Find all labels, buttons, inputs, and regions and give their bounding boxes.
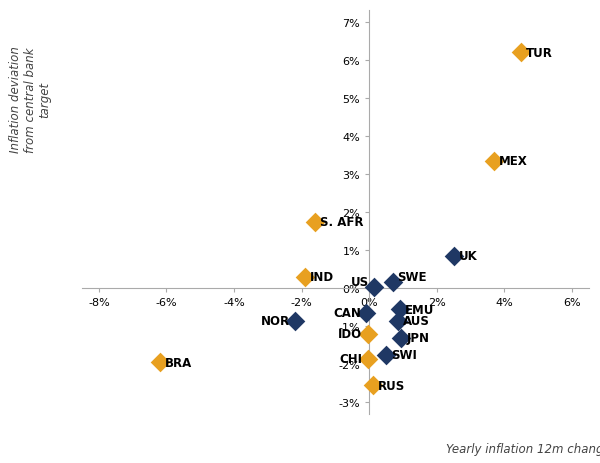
Text: MEX: MEX (499, 155, 528, 168)
Point (363, 331, 373, 338)
Point (393, 317, 403, 325)
Text: CAN: CAN (333, 307, 361, 320)
Point (397, 334, 406, 342)
Point (370, 284, 379, 292)
Point (363, 355, 373, 363)
X-axis label: Yearly inflation 12m change: Yearly inflation 12m change (446, 442, 600, 455)
Text: CHI: CHI (340, 352, 362, 365)
Point (155, 359, 164, 366)
Point (310, 219, 320, 226)
Y-axis label: Inflation deviation
from central bank
target: Inflation deviation from central bank ta… (8, 46, 52, 153)
Point (368, 382, 377, 389)
Point (361, 310, 371, 317)
Point (395, 306, 404, 313)
Text: SWE: SWE (397, 271, 427, 284)
Point (490, 157, 499, 165)
Point (517, 49, 526, 56)
Point (449, 252, 458, 260)
Text: RUS: RUS (377, 379, 405, 392)
Point (382, 351, 391, 359)
Text: JPN: JPN (406, 332, 430, 344)
Text: AUS: AUS (403, 314, 430, 327)
Point (300, 274, 310, 281)
Text: US: US (351, 275, 369, 288)
Text: SWI: SWI (391, 349, 417, 362)
Text: TUR: TUR (526, 46, 553, 59)
Text: IDO: IDO (338, 328, 362, 341)
Text: S. AFR: S. AFR (320, 216, 364, 229)
Text: IND: IND (310, 271, 334, 284)
Point (388, 279, 398, 287)
Text: EMU: EMU (405, 303, 434, 316)
Text: NOR: NOR (261, 314, 290, 327)
Text: BRA: BRA (165, 356, 192, 369)
Point (290, 317, 299, 325)
Text: UK: UK (459, 250, 478, 263)
